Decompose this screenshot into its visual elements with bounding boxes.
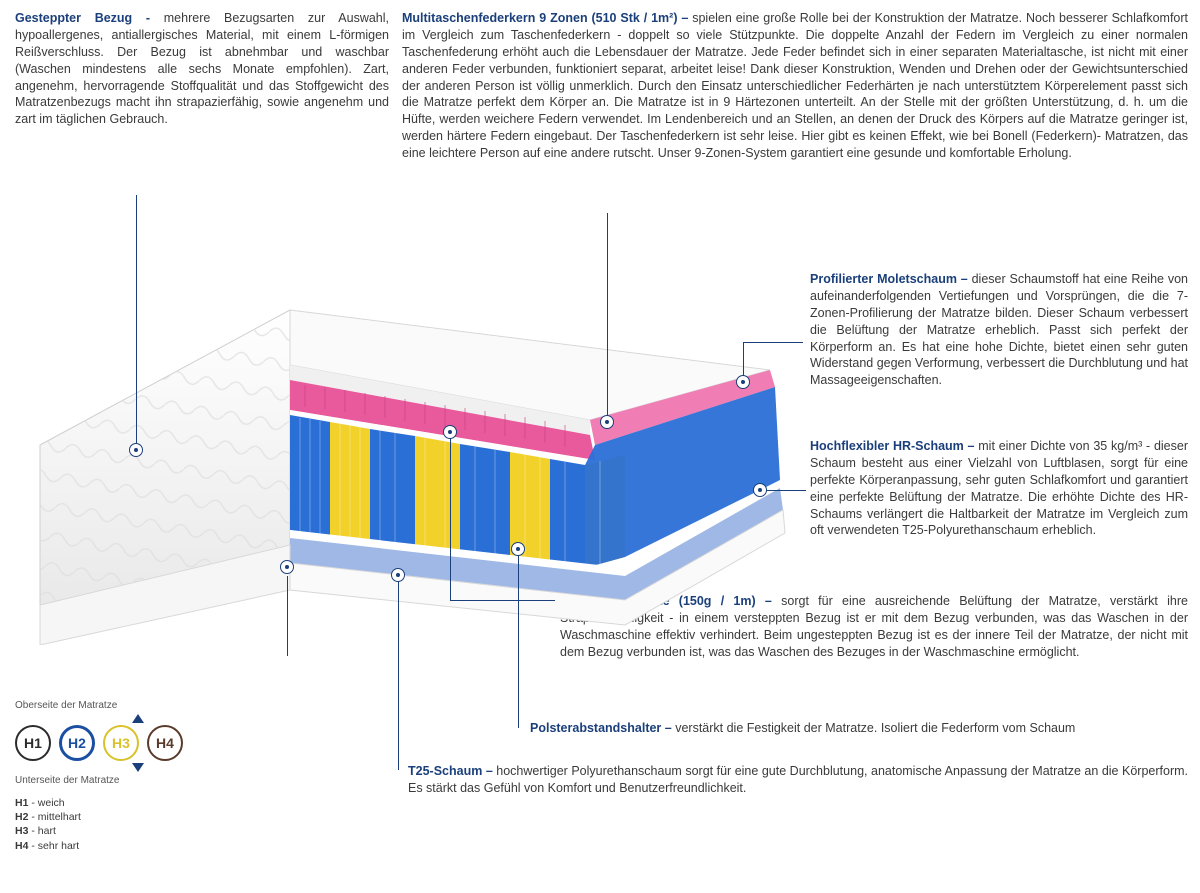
marker-cover-side — [280, 560, 294, 574]
title-multitaschen: Multitaschenfederkern 9 Zonen (510 Stk /… — [402, 11, 692, 25]
body-t25: hochwertiger Polyurethanschaum sorgt für… — [408, 764, 1188, 795]
body-polster: verstärkt die Festigkeit der Matratze. I… — [675, 721, 1075, 735]
title-polster: Polsterabstandshalter – — [530, 721, 675, 735]
block-multitaschen: Multitaschenfederkern 9 Zonen (510 Stk /… — [402, 10, 1188, 162]
marker-klimafaser — [443, 425, 457, 439]
marker-profilierter — [736, 375, 750, 389]
title-gesteppter: Gesteppter Bezug - — [15, 11, 164, 25]
block-polster: Polsterabstandshalter – verstärkt die Fe… — [530, 720, 1188, 737]
title-t25: T25-Schaum – — [408, 764, 496, 778]
hardness-list: H1 - weich H2 - mittelhart H3 - hart H4 … — [15, 796, 205, 853]
arrow-down-icon — [132, 763, 144, 772]
h3-circle: H3 — [103, 725, 139, 761]
block-gesteppter: Gesteppter Bezug - mehrere Bezugsarten z… — [15, 10, 389, 128]
block-profilierter: Profilierter Moletschaum – dieser Schaum… — [810, 271, 1188, 389]
block-t25: T25-Schaum – hochwertiger Polyurethansch… — [408, 763, 1188, 797]
legend-bottom-label: Unterseite der Matratze — [15, 775, 205, 786]
block-hrschaum: Hochflexibler HR-Schaum – mit einer Dich… — [810, 438, 1188, 539]
h2-circle: H2 — [59, 725, 95, 761]
body-multitaschen: spielen eine große Rolle bei der Konstru… — [402, 11, 1188, 160]
title-profilierter: Profilierter Moletschaum – — [810, 272, 972, 286]
body-profilierter: dieser Schaumstoff hat eine Reihe von au… — [810, 272, 1188, 387]
marker-hrschaum — [753, 483, 767, 497]
marker-multitaschen — [600, 415, 614, 429]
hardness-circles: H1 H2 H3 H4 — [15, 725, 205, 761]
h4-circle: H4 — [147, 725, 183, 761]
h1-circle: H1 — [15, 725, 51, 761]
mattress-svg — [30, 305, 790, 645]
hardness-legend: Oberseite der Matratze H1 H2 H3 H4 Unter… — [15, 700, 205, 853]
legend-top-label: Oberseite der Matratze — [15, 700, 205, 711]
body-hrschaum: mit einer Dichte von 35 kg/m³ - dieser S… — [810, 439, 1188, 537]
mattress-illustration — [30, 305, 790, 645]
arrow-up-icon — [132, 714, 144, 723]
marker-polster — [511, 542, 525, 556]
marker-t25 — [391, 568, 405, 582]
body-gesteppter: mehrere Bezugsarten zur Auswahl, hypoall… — [15, 11, 389, 126]
marker-gesteppter — [129, 443, 143, 457]
title-hrschaum: Hochflexibler HR-Schaum – — [810, 439, 978, 453]
